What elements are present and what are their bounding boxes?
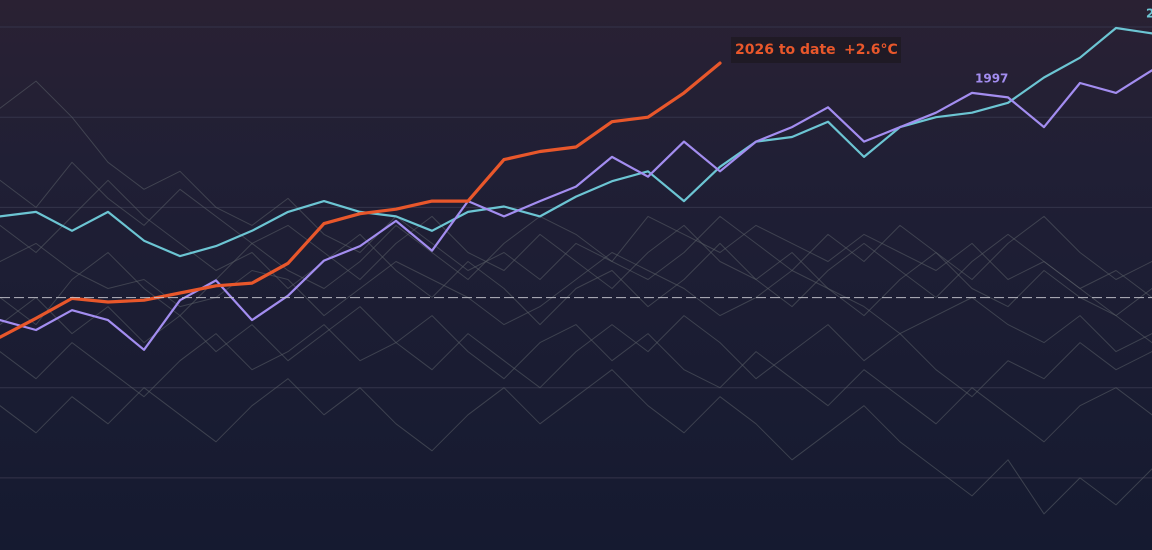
- year-line: [0, 161, 1152, 317]
- series-label: 2026 to date: [735, 42, 836, 58]
- series-label: 2: [1146, 7, 1152, 21]
- label-box: [731, 37, 901, 63]
- value-label: +2.6°C: [844, 42, 898, 58]
- year-line: [0, 369, 1152, 515]
- highlight-line: [0, 26, 1152, 258]
- highlight-line: [0, 69, 1152, 351]
- highlight-line: [0, 61, 722, 339]
- year-line: [0, 80, 1152, 298]
- year-line: [0, 215, 1152, 326]
- year-line: [0, 315, 1152, 443]
- series-label: 1997: [975, 72, 1008, 86]
- year-line: [0, 297, 1152, 398]
